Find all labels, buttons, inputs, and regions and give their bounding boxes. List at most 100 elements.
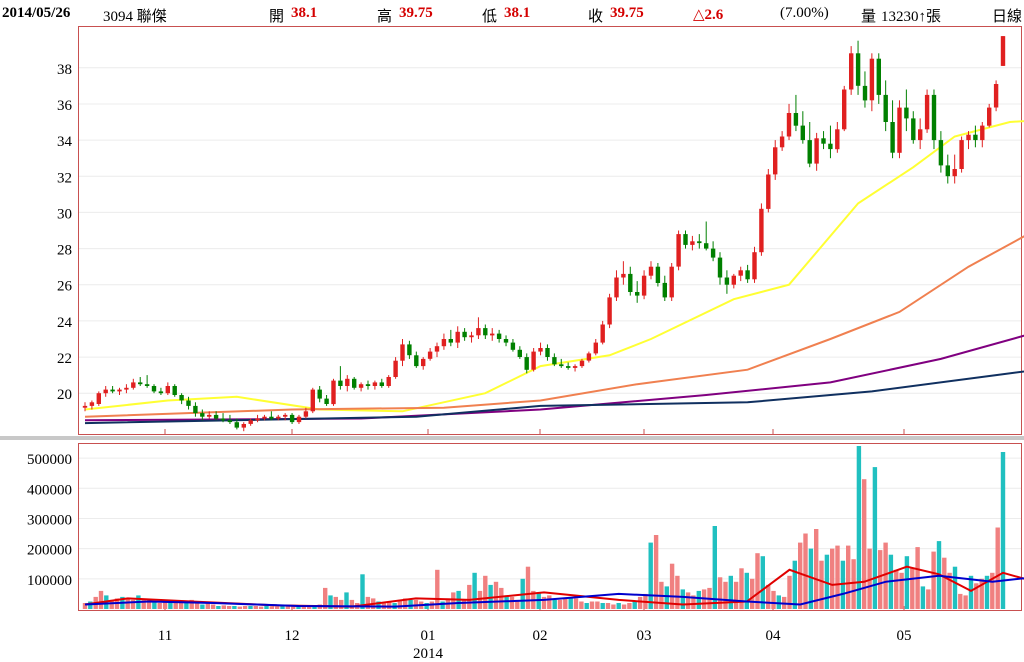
volume-bar [563, 598, 568, 609]
volume-bar [296, 606, 301, 609]
candle-body [793, 113, 799, 126]
price-tick-label: 30 [57, 206, 72, 222]
volume-bar [125, 598, 130, 609]
candle-body [779, 136, 785, 148]
candle-body [345, 378, 350, 386]
candle-body [303, 411, 309, 417]
candle [144, 375, 150, 388]
volume-bar [408, 599, 413, 609]
candle [296, 414, 302, 424]
volume-bar [605, 603, 611, 609]
candle-body [103, 389, 108, 394]
candle [931, 89, 937, 150]
candle [393, 357, 398, 379]
volume-bar [883, 542, 888, 609]
candle-body [655, 266, 661, 283]
low-label: 低 [482, 9, 498, 25]
candle-body [269, 416, 274, 419]
candle [855, 40, 861, 95]
candle-body [110, 389, 115, 392]
candle-body [455, 331, 460, 343]
candle-body [683, 234, 688, 245]
candle [600, 320, 605, 345]
candle [358, 382, 364, 392]
candle-body [213, 414, 219, 419]
volume-bar [509, 596, 515, 609]
candle-body [987, 107, 992, 126]
candle [193, 402, 198, 417]
candle [924, 89, 930, 133]
volume-bar [824, 554, 830, 609]
volume-bar [835, 545, 840, 609]
price-tick-label: 22 [57, 351, 72, 367]
candle-body [531, 351, 536, 370]
candle-body [807, 140, 812, 164]
candle-body [628, 273, 633, 292]
candle-body [462, 331, 467, 338]
volume-bar [910, 568, 915, 610]
candle [593, 339, 598, 356]
volume-bar [435, 569, 440, 609]
volume-bar [221, 605, 226, 609]
high-label: 高 [377, 9, 393, 25]
stock-name: 3094 聯傑 [103, 9, 167, 25]
candle-body [124, 387, 129, 390]
volume-bar [798, 542, 803, 609]
candle-body [993, 84, 999, 108]
candle [248, 418, 253, 426]
candle [434, 342, 440, 358]
candle-body [138, 382, 143, 385]
candle-body [938, 140, 944, 166]
candle [628, 266, 633, 296]
volume-bar [194, 601, 200, 609]
candle-body [82, 405, 88, 408]
volume-bar [739, 568, 744, 610]
volume-bar [365, 596, 371, 609]
candle [669, 263, 674, 301]
volume-bar [611, 604, 616, 609]
volume-tick-label: 300000 [27, 512, 72, 528]
candle [131, 378, 136, 390]
volume-bar [403, 598, 408, 609]
candle [82, 402, 88, 412]
volume-bar [958, 593, 963, 609]
volume-tick-label: 100000 [27, 573, 72, 589]
volume-bar [568, 596, 573, 609]
change-percent: (7.00%) [780, 5, 829, 21]
candle [697, 234, 702, 249]
candle-body [296, 416, 302, 423]
low-value: 38.1 [504, 5, 531, 21]
candle-body [662, 282, 667, 298]
candle-body [973, 134, 978, 141]
candle-body [855, 53, 861, 86]
volume-bar [493, 581, 499, 609]
candle-body [559, 364, 564, 367]
volume-bar [584, 603, 589, 609]
candle [821, 131, 826, 150]
volume-bar [637, 596, 643, 609]
volume-bar [990, 572, 995, 609]
candle-body [835, 129, 840, 150]
candle-body [352, 378, 357, 388]
candle [283, 413, 288, 421]
volume-bar [130, 599, 136, 609]
candle-body [193, 405, 198, 414]
candle-body [421, 358, 426, 367]
volume-bar [664, 586, 669, 609]
candle [172, 384, 177, 397]
candle-body [676, 234, 681, 267]
candle [952, 154, 957, 184]
volume-bar [360, 574, 365, 609]
candle-body [752, 252, 757, 280]
candle [779, 131, 785, 151]
candle-body [710, 248, 716, 258]
candle [572, 364, 578, 372]
candle [427, 348, 433, 361]
volume-bar [717, 577, 723, 609]
candle-body [283, 414, 288, 417]
volume-bar [723, 581, 728, 609]
candle-body [144, 384, 150, 386]
candle [421, 357, 426, 370]
volume-bar [878, 550, 883, 609]
candle-body [372, 382, 378, 386]
